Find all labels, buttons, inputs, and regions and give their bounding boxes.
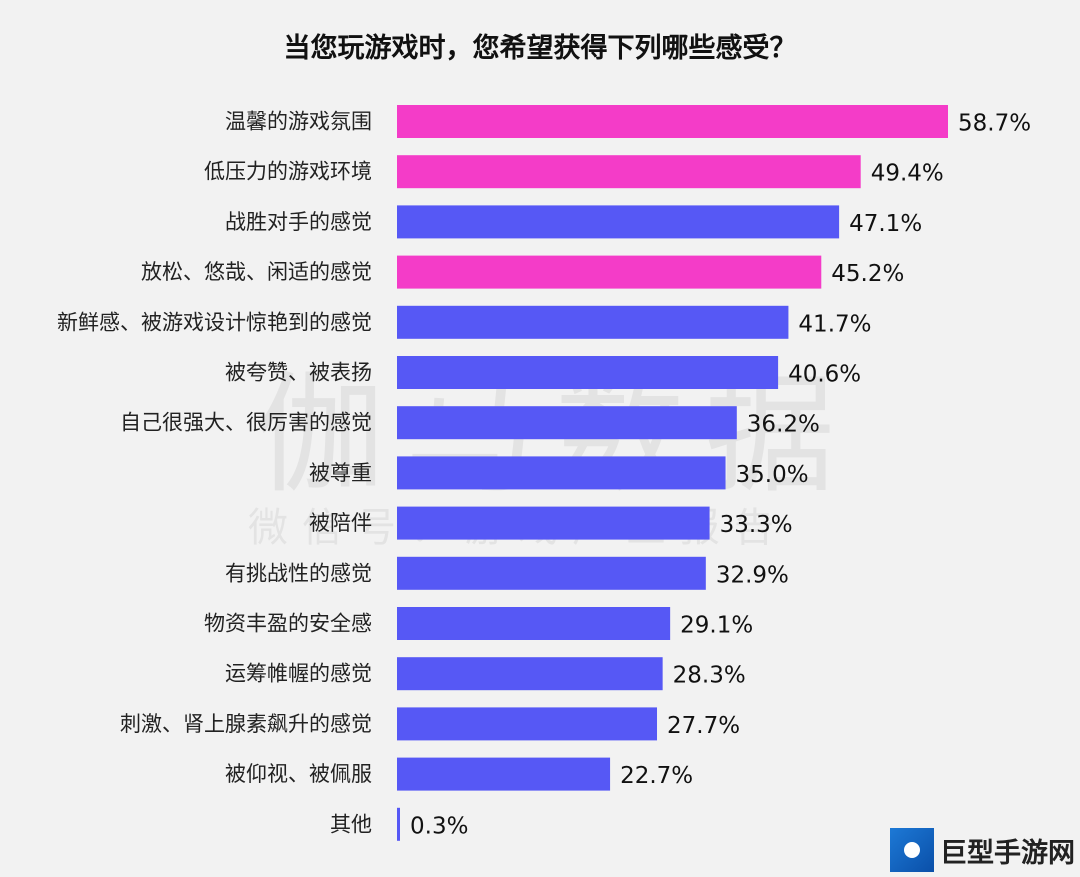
bar — [397, 757, 611, 791]
bar — [397, 155, 861, 189]
bar — [397, 607, 671, 640]
category-label: 被仰视、被佩服 — [225, 762, 372, 786]
category-label: 运筹帷幄的感觉 — [225, 662, 372, 686]
value-label: 22.7% — [620, 763, 693, 789]
value-label: 41.7% — [798, 311, 871, 337]
bar — [397, 205, 840, 239]
bar — [397, 707, 658, 741]
logo-text: 巨型手游网 — [940, 837, 1075, 869]
value-label: 32.9% — [716, 562, 789, 588]
value-label: 27.7% — [667, 713, 740, 739]
bar — [397, 556, 706, 590]
bar — [397, 506, 710, 540]
value-label: 29.1% — [680, 613, 753, 639]
bar — [397, 105, 948, 138]
value-label: 35.0% — [736, 462, 809, 488]
category-label: 战胜对手的感觉 — [225, 210, 372, 234]
bar — [397, 456, 726, 490]
bar — [397, 356, 779, 389]
category-label: 其他 — [330, 812, 372, 836]
bar — [397, 305, 789, 339]
category-label: 被夸赞、被表扬 — [225, 361, 372, 385]
category-label: 温馨的游戏氛围 — [225, 110, 372, 134]
value-label: 0.3% — [410, 813, 468, 839]
category-label: 低压力的游戏环境 — [204, 160, 372, 184]
value-label: 58.7% — [958, 111, 1031, 137]
value-label: 47.1% — [849, 211, 922, 237]
category-label: 物资丰盈的安全感 — [204, 612, 372, 636]
category-label: 被陪伴 — [309, 511, 372, 535]
value-label: 49.4% — [871, 161, 944, 187]
category-label: 放松、悠哉、闲适的感觉 — [141, 260, 372, 284]
chart-title: 当您玩游戏时，您希望获得下列哪些感受？ — [283, 33, 797, 64]
bar — [397, 406, 737, 440]
site-logo: 巨型手游网 — [890, 828, 1075, 872]
bar — [397, 657, 663, 691]
category-label: 自己很强大、很厉害的感觉 — [120, 411, 372, 435]
category-label: 新鲜感、被游戏设计惊艳到的感觉 — [57, 310, 372, 334]
value-label: 36.2% — [747, 412, 820, 438]
value-label: 45.2% — [831, 261, 904, 287]
value-label: 28.3% — [673, 663, 746, 689]
category-label: 被尊重 — [309, 461, 372, 485]
bar — [397, 807, 400, 841]
logo-icon — [890, 828, 934, 872]
value-label: 33.3% — [720, 512, 793, 538]
value-label: 40.6% — [788, 362, 861, 388]
category-label: 有挑战性的感觉 — [225, 561, 372, 585]
category-label: 刺激、肾上腺素飙升的感觉 — [120, 712, 372, 736]
bar — [397, 255, 822, 289]
